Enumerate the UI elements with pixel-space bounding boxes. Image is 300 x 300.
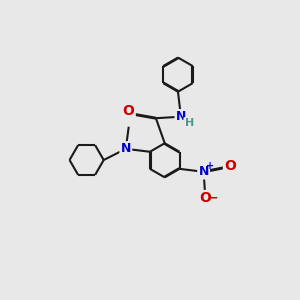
Text: N: N (199, 165, 209, 178)
Text: +: + (206, 161, 214, 172)
Text: N: N (121, 142, 131, 155)
Text: O: O (199, 191, 211, 205)
Text: H: H (184, 118, 194, 128)
Text: O: O (224, 159, 236, 173)
Text: −: − (208, 192, 219, 205)
Text: O: O (123, 104, 134, 118)
Text: N: N (176, 110, 186, 123)
